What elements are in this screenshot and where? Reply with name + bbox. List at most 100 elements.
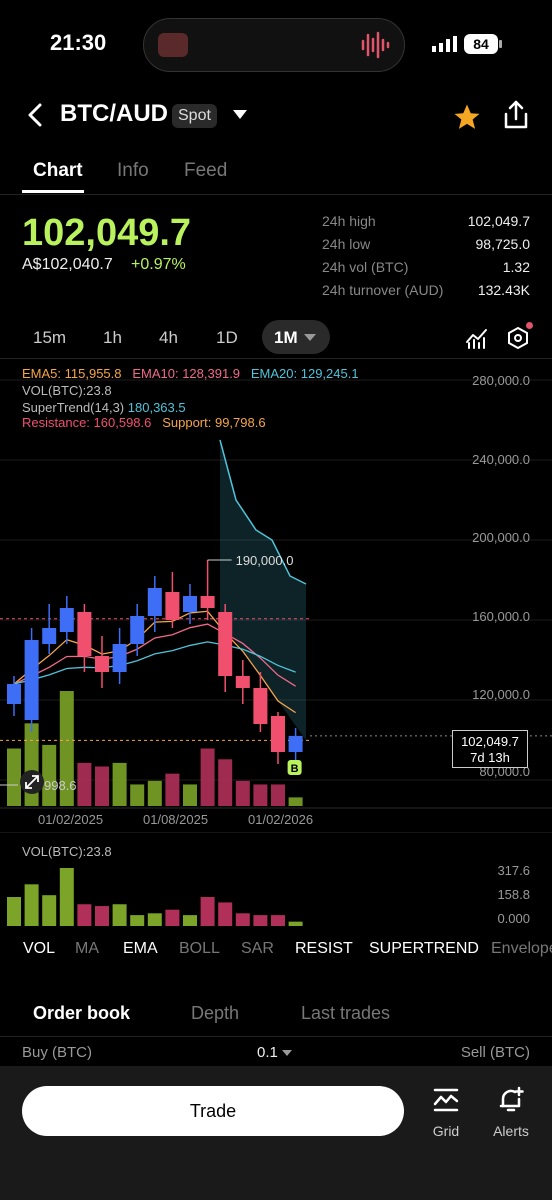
volume-overlay-bar bbox=[200, 748, 215, 806]
clock: 21:30 bbox=[50, 30, 107, 55]
back-arrow-icon[interactable] bbox=[26, 102, 44, 128]
dynamic-island[interactable] bbox=[143, 18, 405, 72]
volume-tick: 158.8 bbox=[497, 887, 530, 902]
interval-1h[interactable]: 1h bbox=[103, 328, 122, 347]
indicator-vol[interactable]: VOL bbox=[23, 940, 56, 957]
indicator-sar[interactable]: SAR bbox=[241, 940, 274, 957]
tab-info[interactable]: Info bbox=[117, 160, 149, 181]
candle-body bbox=[253, 688, 268, 724]
interval-bar: 15m 1h 4h 1D 1M bbox=[0, 320, 552, 356]
step-selector[interactable]: 0.1 bbox=[257, 1044, 293, 1061]
volume-bar bbox=[218, 902, 233, 926]
volume-overlay-bar bbox=[95, 766, 109, 806]
indicator-ema[interactable]: EMA bbox=[123, 940, 158, 957]
volume-pane[interactable]: VOL(BTC):23.8 317.6 158.8 0.000 bbox=[0, 832, 552, 928]
candle-body bbox=[77, 612, 92, 656]
volume-overlay-bar bbox=[42, 744, 57, 806]
volume-bar bbox=[288, 921, 303, 926]
aud-price: A$102,040.7 bbox=[22, 256, 113, 273]
favorite-star-icon[interactable] bbox=[452, 102, 482, 132]
volume-bar bbox=[7, 897, 21, 926]
indicator-chart-icon[interactable] bbox=[465, 326, 489, 350]
volume-overlay-bar bbox=[112, 762, 127, 806]
volume-bar bbox=[42, 895, 57, 926]
alerts-button[interactable]: Alerts bbox=[488, 1086, 534, 1139]
tab-feed[interactable]: Feed bbox=[184, 160, 228, 181]
divider bbox=[0, 194, 552, 195]
candle-body bbox=[42, 628, 57, 644]
candle-body bbox=[112, 644, 127, 672]
stat-value: 98,725.0 bbox=[475, 236, 531, 252]
volume-bar bbox=[112, 904, 127, 926]
divider bbox=[0, 1036, 552, 1037]
volume-overlay-bar bbox=[130, 784, 145, 806]
volume-overlay-bar bbox=[165, 773, 180, 806]
tab-last-trades[interactable]: Last trades bbox=[301, 1003, 391, 1023]
volume-overlay-bar bbox=[77, 762, 92, 806]
share-icon[interactable] bbox=[502, 100, 530, 130]
interval-1d[interactable]: 1D bbox=[216, 328, 238, 347]
stat-24h-vol: 24h vol (BTC) 1.32 bbox=[322, 259, 530, 282]
battery-tip bbox=[499, 40, 502, 48]
buy-header: Buy (BTC) bbox=[22, 1044, 93, 1061]
stat-label: 24h low bbox=[322, 236, 371, 252]
tab-depth[interactable]: Depth bbox=[191, 1003, 240, 1023]
trade-button[interactable]: Trade bbox=[22, 1086, 404, 1136]
interval-15m[interactable]: 15m bbox=[33, 328, 67, 347]
y-tick: 200,000.0 bbox=[472, 530, 530, 545]
indicator-resist[interactable]: RESIST bbox=[295, 940, 353, 957]
volume-overlay-bar bbox=[218, 759, 233, 806]
supertrend-label: SuperTrend(14,3) bbox=[22, 400, 125, 415]
stats-panel: 24h high 102,049.7 24h low 98,725.0 24h vo… bbox=[322, 213, 530, 305]
high-annotation: 190,000.0 bbox=[236, 553, 294, 568]
audio-wave-icon bbox=[361, 31, 390, 59]
stat-24h-high: 24h high 102,049.7 bbox=[322, 213, 530, 236]
market-type-badge: Spot bbox=[172, 104, 217, 128]
candle-body bbox=[288, 735, 303, 752]
volume-bar bbox=[59, 868, 74, 926]
indicator-boll[interactable]: BOLL bbox=[179, 940, 220, 957]
y-tick: 160,000.0 bbox=[472, 609, 530, 624]
buy-badge-label: B bbox=[291, 763, 299, 775]
stat-value: 102,049.7 bbox=[467, 213, 530, 229]
candle-body bbox=[147, 588, 162, 616]
legend-vol: VOL(BTC):23.8 bbox=[22, 383, 112, 398]
volume-bar bbox=[95, 906, 109, 926]
grid-bot-icon bbox=[433, 1088, 459, 1112]
sell-header: Sell (BTC) bbox=[460, 1044, 530, 1061]
indicator-ma[interactable]: MA bbox=[75, 940, 99, 957]
settings-hex-icon[interactable] bbox=[506, 326, 530, 350]
volume-bar bbox=[147, 913, 162, 926]
candlestick-chart[interactable]: 190,000.0 998.6 B bbox=[0, 360, 552, 830]
volume-bar bbox=[183, 915, 197, 926]
volume-tick: 317.6 bbox=[497, 863, 530, 878]
low-annotation: 998.6 bbox=[44, 778, 77, 793]
price-chart[interactable]: 190,000.0 998.6 B EMA5: 115,955.8 EMA10: 1… bbox=[0, 360, 552, 830]
chevron-down-icon bbox=[282, 1050, 293, 1056]
candle-body bbox=[218, 612, 233, 676]
tab-underline bbox=[22, 190, 84, 193]
tab-order-book[interactable]: Order book bbox=[33, 1003, 131, 1023]
stat-label: 24h vol (BTC) bbox=[322, 259, 409, 275]
pair-title[interactable]: BTC/AUD bbox=[60, 100, 168, 127]
indicator-envelope[interactable]: Envelope bbox=[491, 940, 552, 957]
indicator-supertrend[interactable]: SUPERTREND bbox=[369, 940, 479, 957]
supertrend-value: 180,363.5 bbox=[127, 400, 186, 415]
legend-ema5: EMA5: 115,955.8 bbox=[22, 366, 122, 381]
tab-chart[interactable]: Chart bbox=[33, 160, 83, 181]
volume-bar bbox=[200, 897, 215, 926]
candle-body bbox=[271, 716, 285, 752]
grid-button[interactable]: Grid bbox=[426, 1086, 466, 1139]
volume-chart bbox=[0, 832, 552, 926]
battery-icon: 84 bbox=[464, 34, 498, 54]
candle-body bbox=[24, 640, 39, 720]
bell-plus-icon bbox=[499, 1086, 524, 1112]
volume-bar bbox=[130, 915, 145, 926]
x-tick: 01/08/2025 bbox=[143, 812, 209, 827]
volume-overlay-bar bbox=[7, 748, 21, 806]
candle-body bbox=[95, 656, 109, 672]
interval-selected[interactable]: 1M bbox=[262, 320, 330, 354]
indicator-selector: VOL MA EMA BOLL SAR RESIST SUPERTREND En… bbox=[0, 940, 552, 962]
interval-4h[interactable]: 4h bbox=[159, 328, 178, 347]
chevron-down-icon[interactable] bbox=[232, 108, 248, 120]
